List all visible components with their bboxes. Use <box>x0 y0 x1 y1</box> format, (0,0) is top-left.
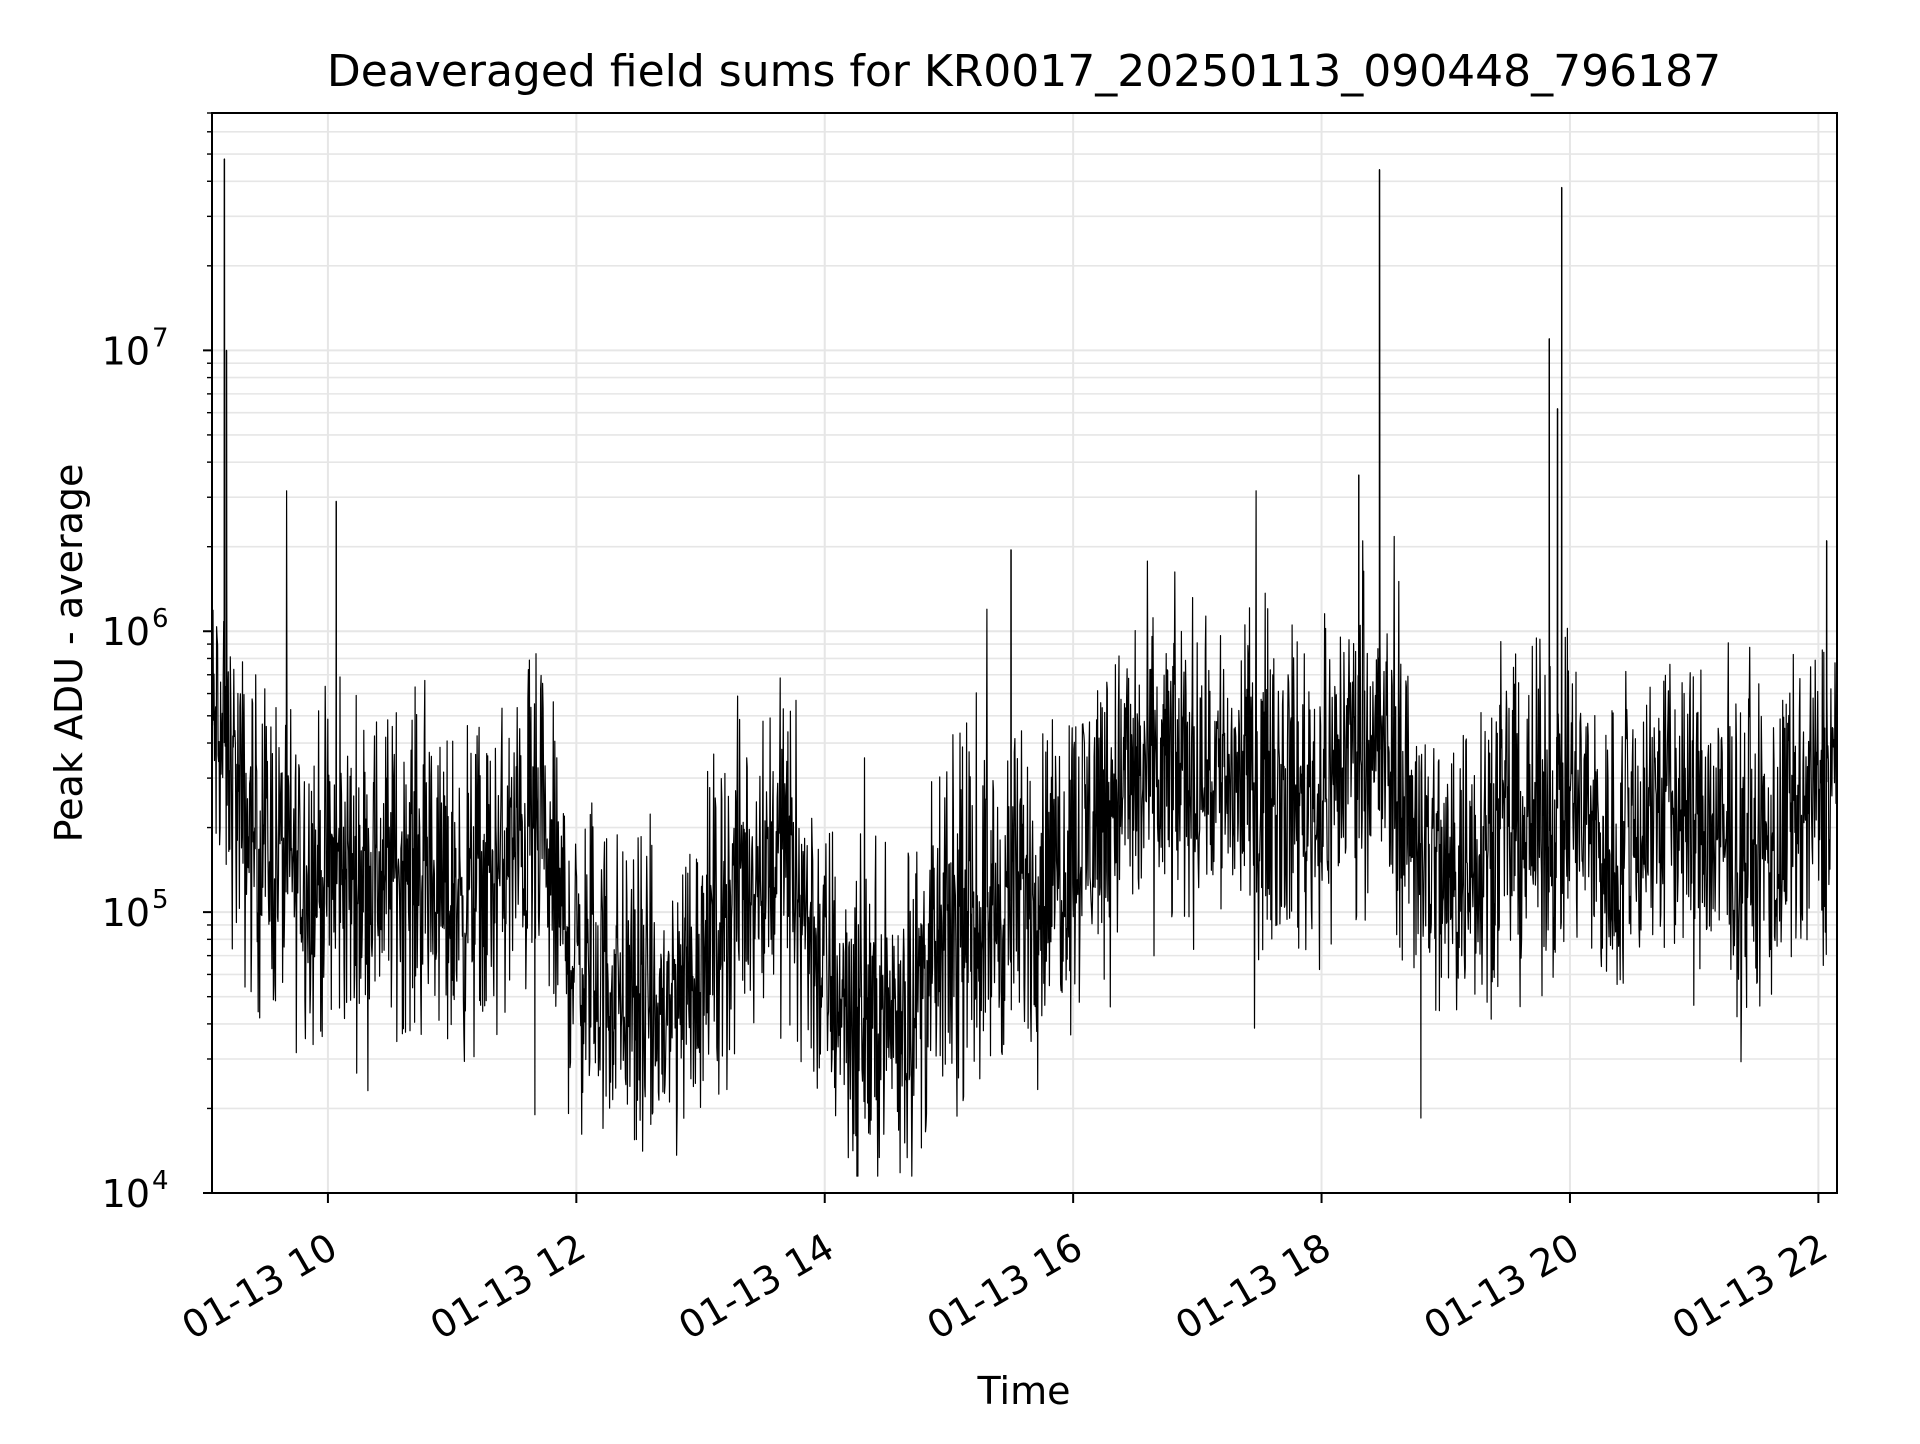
y-tick-label: 10 7 <box>102 323 169 373</box>
y-tick-exponent: 7 <box>152 323 169 353</box>
y-tick-label: 10 4 <box>102 1166 169 1216</box>
y-tick-base: 10 <box>102 1172 150 1216</box>
y-tick-base: 10 <box>102 891 150 935</box>
y-tick-exponent: 4 <box>152 1166 169 1196</box>
x-axis-label: Time <box>977 1369 1071 1413</box>
y-tick-exponent: 6 <box>152 604 169 634</box>
y-axis-label: Peak ADU - average <box>47 464 91 843</box>
y-tick-base: 10 <box>102 610 150 654</box>
plot-frame <box>211 112 1838 1194</box>
y-tick-label: 10 6 <box>102 604 169 654</box>
y-tick-base: 10 <box>102 329 150 373</box>
series-layer <box>211 158 1838 1177</box>
y-tick-exponent: 5 <box>152 885 169 915</box>
y-tick-label: 10 5 <box>102 885 169 935</box>
data-series-line <box>211 158 1838 1177</box>
chart-title: Deaveraged field sums for KR0017_2025011… <box>327 46 1721 97</box>
